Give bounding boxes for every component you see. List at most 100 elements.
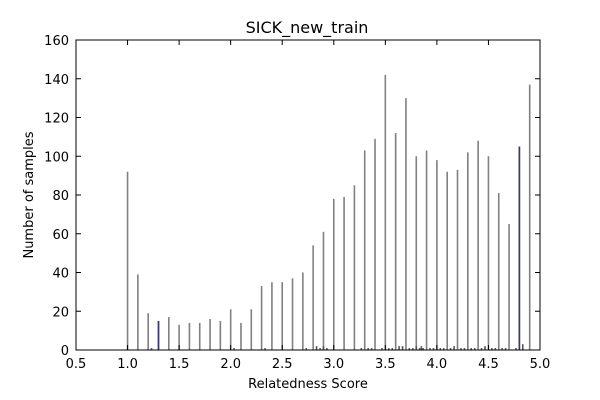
bar <box>473 348 476 350</box>
bar <box>436 160 438 350</box>
bar <box>367 348 369 350</box>
bar <box>497 193 500 350</box>
bar <box>528 84 531 350</box>
y-tick-label: 160 <box>44 34 69 49</box>
y-tick-label: 20 <box>52 305 69 320</box>
bar <box>504 348 507 350</box>
bar <box>250 309 253 350</box>
y-tick-label: 40 <box>52 267 69 282</box>
bar <box>147 313 149 350</box>
bar <box>387 348 390 350</box>
x-tick-label: 3.5 <box>375 357 396 372</box>
bar <box>384 74 387 350</box>
bar <box>446 171 448 350</box>
bar <box>322 231 325 350</box>
bar <box>405 98 407 350</box>
x-tick-label: 0.5 <box>66 357 87 372</box>
bar <box>515 348 517 350</box>
bar <box>219 320 222 350</box>
bar <box>487 156 490 350</box>
bar <box>501 348 503 350</box>
bar <box>281 282 284 350</box>
bar <box>398 346 400 350</box>
bar <box>442 348 445 350</box>
x-tick-label: 1.0 <box>117 357 138 372</box>
bar <box>480 348 483 350</box>
x-tick-label: 2.5 <box>272 357 293 372</box>
bar <box>168 317 170 350</box>
x-tick-label: 2.0 <box>220 357 241 372</box>
bar <box>353 185 356 350</box>
bar <box>229 309 232 350</box>
y-tick-label: 80 <box>52 189 69 204</box>
bar <box>494 348 497 350</box>
bar <box>508 224 510 350</box>
bar <box>432 348 435 350</box>
bar <box>178 324 180 350</box>
x-tick-label: 4.5 <box>478 357 499 372</box>
bar <box>374 138 376 350</box>
bars-layer <box>126 74 531 350</box>
bar <box>453 346 455 350</box>
bar <box>157 320 160 350</box>
bar <box>126 171 129 350</box>
bar <box>343 196 345 350</box>
ticks-layer: 0.5 1.0 1.5 2.0 2.5 3.0 3.5 4.0 4.5 5.0 0 20 40 60 80 1… <box>44 34 550 372</box>
y-tick-label: 100 <box>44 150 69 165</box>
bar <box>439 348 442 350</box>
bar <box>312 245 314 350</box>
y-tick-label: 120 <box>44 112 69 127</box>
bar <box>315 346 318 350</box>
bar <box>209 319 211 350</box>
bar <box>322 346 325 350</box>
bar <box>233 348 235 350</box>
bar <box>425 150 428 350</box>
bar <box>319 348 321 350</box>
bar <box>449 348 452 350</box>
bar <box>264 348 266 350</box>
bar <box>150 348 153 350</box>
plot-frame <box>75 39 541 351</box>
x-axis-label: Relatedness Score <box>248 377 368 392</box>
bar <box>484 346 486 350</box>
bar <box>521 344 524 350</box>
bar <box>415 346 418 350</box>
x-tick-label: 3.0 <box>323 357 344 372</box>
bar <box>302 272 304 350</box>
bar <box>198 322 201 350</box>
bar <box>420 346 423 350</box>
bar <box>429 348 431 350</box>
bar <box>460 348 462 350</box>
bar <box>240 322 242 350</box>
x-tick-label: 1.5 <box>169 357 190 372</box>
bar <box>491 348 493 350</box>
bar <box>401 346 404 350</box>
bar <box>188 322 191 350</box>
bar <box>332 198 335 350</box>
bar <box>412 348 414 350</box>
bar <box>360 348 363 350</box>
chart-title: SICK_new_train <box>246 18 369 38</box>
x-tick-label: 5.0 <box>530 357 551 372</box>
bar <box>326 348 328 350</box>
bar <box>305 348 308 350</box>
bar <box>260 286 263 350</box>
bar <box>422 348 424 350</box>
x-tick-label: 4.0 <box>427 357 448 372</box>
y-tick-label: 140 <box>44 73 69 88</box>
bar <box>137 274 139 350</box>
bar <box>518 146 521 350</box>
bar <box>408 348 411 350</box>
y-tick-label: 60 <box>52 228 69 243</box>
bar <box>418 348 421 350</box>
y-tick-label: 0 <box>61 344 69 359</box>
bar <box>470 348 473 350</box>
bar <box>463 348 466 350</box>
bar <box>394 133 397 350</box>
bar <box>271 282 273 350</box>
bar <box>477 140 479 350</box>
bar <box>363 150 366 350</box>
bar <box>456 169 459 350</box>
y-axis-label: Number of samples <box>22 131 37 258</box>
